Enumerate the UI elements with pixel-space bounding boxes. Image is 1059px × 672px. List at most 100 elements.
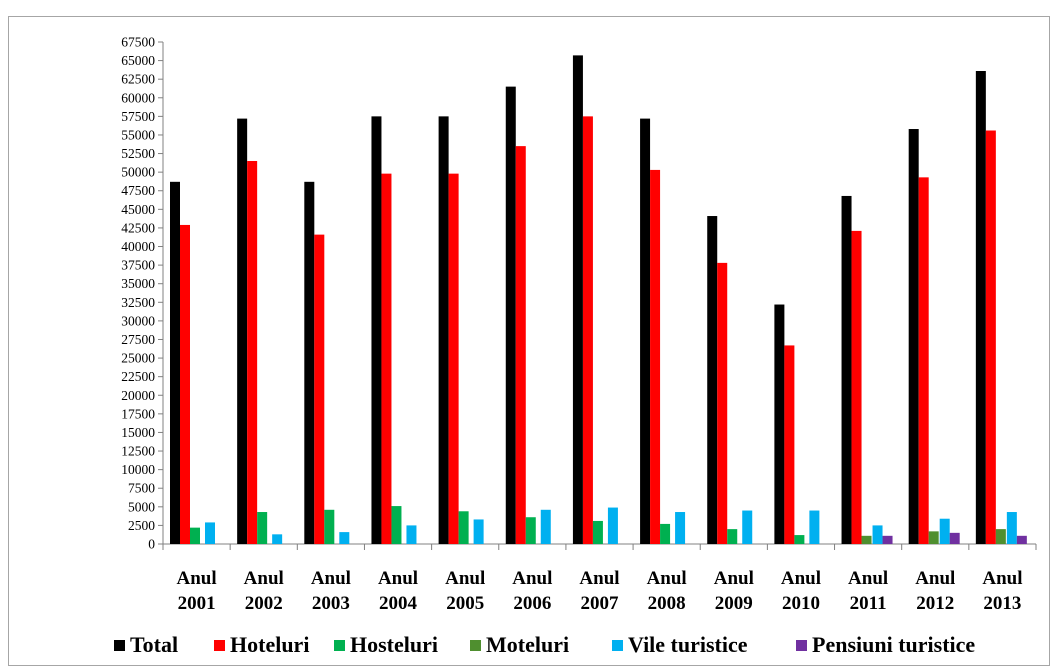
x-category-label: Anul [982,568,1022,589]
bar-hoteluri [180,224,190,544]
bar-hoteluri [650,169,661,544]
bar-hosteluri [324,509,335,544]
x-category-label: 2003 [312,593,350,614]
x-category-label: 2002 [245,593,283,614]
x-category-label: Anul [445,568,485,589]
y-tick-label: 5000 [128,499,155,514]
bar-vile-turistice [272,534,283,544]
y-tick-label: 40000 [121,239,155,254]
y-tick-label: 22500 [121,369,155,384]
bar-total [640,118,651,545]
y-tick-label: 30000 [121,313,155,328]
bar-vile-turistice [205,522,215,544]
x-category-label: Anul [647,568,687,589]
bar-hoteluri [985,130,996,545]
y-tick-label: 37500 [121,258,155,273]
x-category-label: 2013 [983,593,1021,614]
y-tick-label: 17500 [121,406,155,421]
bar-pensiuni-turistice [1016,535,1027,544]
bar-hoteluri [717,262,728,544]
y-tick-label: 35000 [121,276,155,291]
bar-moteluri [995,529,1006,544]
bar-total [170,181,180,545]
legend-swatch [796,640,807,651]
y-tick-label: 62500 [121,72,155,87]
bar-total [908,129,919,544]
bar-hosteluri [391,506,402,544]
bar-hoteluri [247,160,258,544]
x-category-label: 2009 [715,593,753,614]
bar-hoteluri [918,177,929,545]
x-category-label: Anul [714,568,754,589]
bar-vile-turistice [540,509,551,544]
bar-hoteluri [381,173,392,544]
bar-vile-turistice [939,518,950,544]
y-tick-label: 47500 [121,183,155,198]
x-category-label: 2001 [178,593,216,614]
legend-label: Hosteluri [350,632,438,657]
y-tick-label: 60000 [121,90,155,105]
bar-total [975,71,986,544]
bar-moteluri [928,531,939,544]
x-category-label: Anul [177,568,217,589]
y-tick-label: 67500 [121,35,155,50]
y-tick-label: 55000 [121,127,155,142]
bar-hosteluri [190,527,200,544]
bar-moteluri [861,535,872,544]
bar-hosteluri [257,512,268,544]
bar-hosteluri [660,523,671,544]
x-category-label: Anul [781,568,821,589]
bar-total [572,55,583,545]
bar-total [707,216,718,544]
x-category-label: 2011 [850,593,887,614]
legend-swatch [214,640,225,651]
bar-vile-turistice [1006,512,1017,544]
x-category-label: Anul [579,568,619,589]
bar-hosteluri [592,520,603,544]
x-category-label: 2012 [916,593,954,614]
x-category-label: Anul [915,568,955,589]
bar-total [841,195,852,545]
bar-hosteluri [458,511,469,544]
bar-hoteluri [515,146,526,544]
bar-vile-turistice [872,525,883,544]
y-tick-label: 7500 [128,481,155,496]
legend-label: Moteluri [486,632,569,657]
legend-label: Pensiuni turistice [812,632,975,657]
y-tick-label: 12500 [121,444,155,459]
x-category-label: Anul [512,568,552,589]
y-tick-label: 27500 [121,332,155,347]
bar-hoteluri [851,230,862,544]
bar-vile-turistice [339,532,350,544]
bar-total [438,116,449,545]
legend-swatch [470,640,481,651]
y-tick-label: 20000 [121,388,155,403]
bar-hosteluri [794,535,805,544]
x-category-label: 2005 [446,593,484,614]
legend-label: Total [130,632,178,657]
bar-hoteluri [784,345,795,544]
bar-vile-turistice [809,510,820,544]
bar-pensiuni-turistice [882,535,893,544]
y-tick-label: 25000 [121,351,155,366]
bar-vile-turistice [742,510,753,544]
bar-vile-turistice [675,512,686,544]
y-tick-label: 10000 [121,462,155,477]
x-category-label: 2006 [513,593,551,614]
x-category-label: 2010 [782,593,820,614]
legend-label: Hoteluri [230,632,309,657]
bar-total [774,304,785,544]
bar-total [371,116,382,545]
bar-total [237,118,248,545]
y-tick-label: 57500 [121,109,155,124]
x-category-label: 2008 [648,593,686,614]
x-category-label: Anul [244,568,284,589]
y-tick-label: 15000 [121,425,155,440]
y-tick-label: 50000 [121,165,155,180]
bar-hoteluri [448,173,459,544]
y-tick-label: 42500 [121,220,155,235]
bar-vile-turistice [473,519,484,544]
x-category-label: Anul [848,568,888,589]
bar-vile-turistice [406,525,417,544]
